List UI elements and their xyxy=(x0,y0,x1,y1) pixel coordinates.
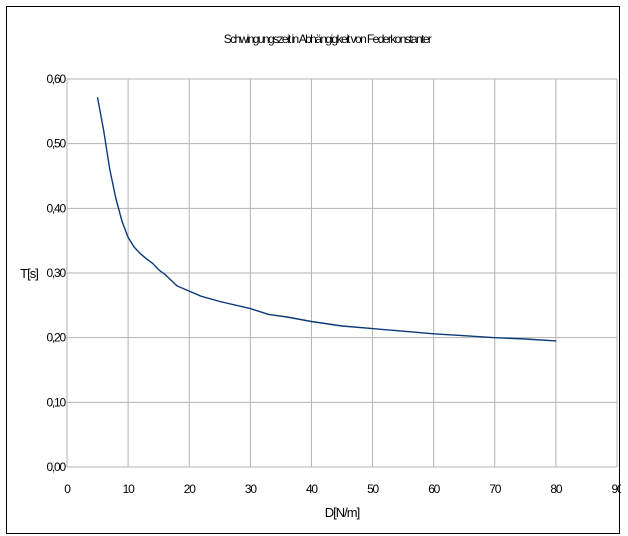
x-tick-label: 40 xyxy=(306,482,318,496)
data-point xyxy=(133,246,135,248)
tick-labels: 0 10 20 30 40 50 60 70 80 90 0,00 0,10 0,20 0,30 0,40 0… xyxy=(46,72,621,496)
data-point xyxy=(402,330,404,332)
grid-lines xyxy=(66,78,618,468)
data-point xyxy=(145,258,148,260)
data-point xyxy=(494,337,496,339)
y-tick-label: 0,50 xyxy=(46,137,66,151)
data-point xyxy=(158,269,160,271)
x-tick-label: 20 xyxy=(184,482,196,496)
y-tick-label: 0,30 xyxy=(46,266,66,280)
data-point xyxy=(127,236,129,239)
series-layer xyxy=(96,97,557,342)
data-point xyxy=(188,290,190,292)
data-point xyxy=(524,338,526,340)
x-tick-label: 90 xyxy=(612,482,621,496)
y-tick-label: 0,20 xyxy=(46,331,66,345)
x-tick-label: 70 xyxy=(489,482,501,496)
y-tick-label: 0,00 xyxy=(46,460,66,474)
data-point xyxy=(139,253,141,255)
data-point xyxy=(463,335,465,337)
data-point xyxy=(164,273,166,275)
data-point xyxy=(151,262,154,264)
data-point xyxy=(249,307,251,310)
x-tick-label: 50 xyxy=(367,482,379,496)
data-point xyxy=(268,313,270,315)
data-point xyxy=(371,328,374,330)
data-point xyxy=(341,325,343,327)
data-point xyxy=(121,220,123,222)
data-point xyxy=(176,285,178,287)
data-point xyxy=(555,340,557,342)
line-chart: 0 10 20 30 40 50 60 70 80 90 0,00 0,10 0,20 0,30 0,40 0… xyxy=(20,32,621,520)
x-axis-title: D[N/m] xyxy=(325,505,360,520)
data-point xyxy=(219,300,221,303)
y-tick-label: 0,60 xyxy=(46,72,66,86)
data-point xyxy=(109,168,111,171)
data-point xyxy=(115,198,117,200)
x-tick-label: 0 xyxy=(64,482,71,496)
data-point xyxy=(200,295,203,297)
y-tick-label: 0,40 xyxy=(46,201,66,215)
data-point xyxy=(103,130,105,132)
x-tick-label: 10 xyxy=(123,482,135,496)
y-tick-label: 0,10 xyxy=(46,395,66,409)
x-tick-label: 80 xyxy=(550,482,562,496)
series-line xyxy=(96,97,556,342)
y-axis-title: T[s] xyxy=(20,266,38,281)
data-point xyxy=(96,97,99,99)
chart-frame: 0 10 20 30 40 50 60 70 80 90 0,00 0,10 0,20 0,30 0,40 0… xyxy=(6,6,621,534)
data-point xyxy=(433,333,435,335)
x-tick-label: 30 xyxy=(245,482,257,496)
data-point xyxy=(310,320,313,323)
data-point xyxy=(286,316,288,318)
chart-title: Schwingungszeit in Abhängigkeit von Fede… xyxy=(224,32,432,46)
x-tick-label: 60 xyxy=(428,482,440,496)
